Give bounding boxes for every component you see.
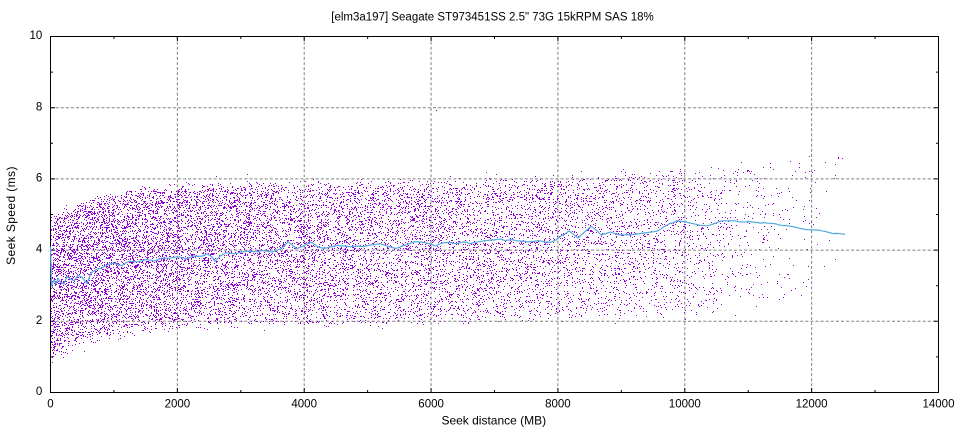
svg-text:0: 0	[36, 386, 42, 398]
svg-text:2: 2	[36, 315, 42, 327]
svg-text:8: 8	[36, 101, 42, 113]
svg-text:4000: 4000	[291, 399, 317, 411]
svg-text:[elm3a197] Seagate ST973451SS: [elm3a197] Seagate ST973451SS 2.5" 73G 1…	[331, 11, 653, 23]
svg-text:Seek distance (MB): Seek distance (MB)	[441, 414, 546, 428]
svg-text:8000: 8000	[545, 399, 571, 411]
svg-text:4: 4	[36, 244, 43, 256]
svg-text:10: 10	[30, 30, 43, 42]
svg-text:6000: 6000	[418, 399, 444, 411]
svg-text:Seek Speed (ms): Seek Speed (ms)	[4, 166, 18, 265]
svg-text:12000: 12000	[796, 399, 828, 411]
svg-text:10000: 10000	[669, 399, 701, 411]
svg-text:0: 0	[47, 399, 53, 411]
svg-text:6: 6	[36, 173, 42, 185]
svg-text:14000: 14000	[923, 399, 955, 411]
svg-text:2000: 2000	[165, 399, 191, 411]
